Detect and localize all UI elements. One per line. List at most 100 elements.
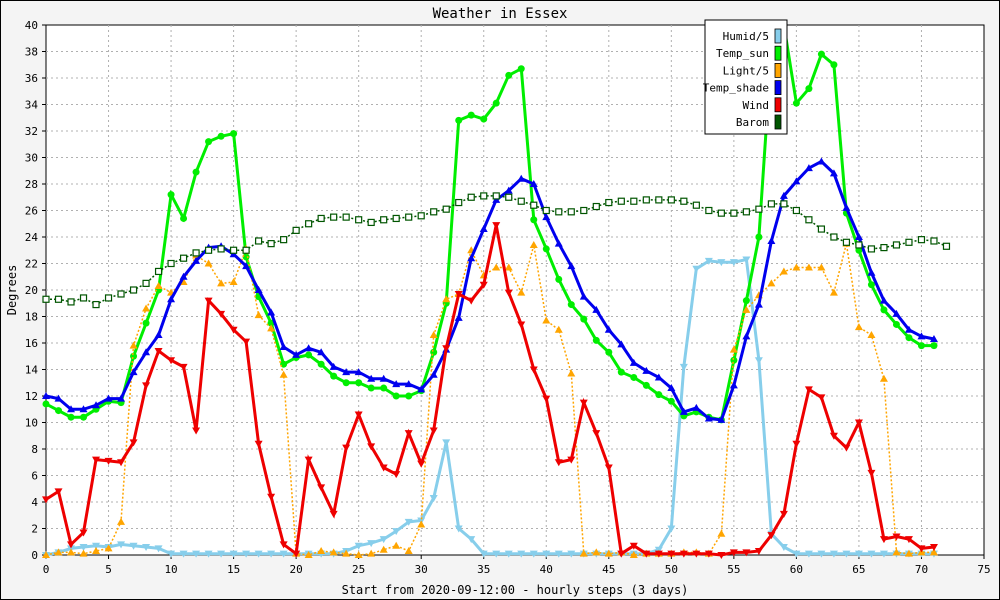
data-point-wind bbox=[342, 444, 351, 452]
data-point-wind bbox=[442, 345, 451, 353]
data-point-temp-shade bbox=[379, 374, 388, 382]
data-point-light-5 bbox=[829, 288, 838, 296]
data-point-barom bbox=[617, 197, 625, 205]
data-point-wind bbox=[754, 548, 763, 556]
data-point-temp-sun bbox=[55, 407, 63, 415]
data-point-humid-5 bbox=[804, 550, 813, 558]
data-point-temp-shade bbox=[779, 191, 788, 199]
data-point-wind bbox=[592, 430, 601, 438]
data-point-wind bbox=[817, 394, 826, 402]
data-point-temp-sun bbox=[905, 334, 913, 342]
data-point-light-5 bbox=[104, 544, 113, 552]
data-point-humid-5 bbox=[242, 550, 251, 558]
data-point-humid-5 bbox=[354, 542, 363, 550]
data-point-temp-sun bbox=[130, 352, 138, 360]
data-point-wind bbox=[892, 533, 901, 541]
data-point-humid-5 bbox=[367, 540, 376, 548]
data-point-temp-shade bbox=[754, 300, 763, 308]
data-point-light-5 bbox=[229, 278, 238, 286]
data-point-barom bbox=[817, 225, 826, 233]
data-point-barom bbox=[292, 226, 300, 234]
data-point-light-5 bbox=[329, 548, 338, 556]
data-point-wind bbox=[204, 297, 213, 305]
legend-label-temp-sun: Temp_sun bbox=[716, 47, 769, 60]
data-point-temp-shade bbox=[79, 405, 88, 413]
data-point-temp-sun bbox=[242, 253, 250, 261]
data-point-barom bbox=[555, 208, 563, 216]
data-point-temp-shade bbox=[892, 309, 901, 317]
data-point-barom bbox=[104, 294, 113, 302]
data-point-barom bbox=[255, 237, 263, 245]
x-tick-label: 70 bbox=[915, 563, 928, 576]
data-point-humid-5 bbox=[229, 550, 238, 558]
data-point-barom bbox=[680, 197, 688, 205]
data-point-wind bbox=[217, 310, 226, 318]
data-point-humid-5 bbox=[392, 528, 401, 536]
data-point-temp-shade bbox=[842, 203, 851, 211]
data-point-barom bbox=[280, 236, 288, 244]
series-line-light-5 bbox=[45, 243, 934, 556]
data-point-humid-5 bbox=[867, 550, 876, 558]
data-point-temp-sun bbox=[167, 191, 175, 199]
data-point-light-5 bbox=[817, 263, 826, 271]
data-point-light-5 bbox=[42, 551, 50, 558]
data-point-temp-sun bbox=[467, 111, 475, 119]
data-point-barom bbox=[780, 200, 788, 208]
data-point-humid-5 bbox=[879, 550, 888, 558]
data-point-barom bbox=[417, 212, 425, 220]
data-point-humid-5 bbox=[854, 550, 863, 558]
x-axis-label: Start from 2020-09-12:00 - hourly steps … bbox=[342, 583, 689, 597]
data-point-wind bbox=[267, 493, 276, 501]
data-point-humid-5 bbox=[504, 550, 513, 558]
grid bbox=[46, 25, 984, 555]
data-point-temp-shade bbox=[242, 262, 251, 270]
data-point-temp-sun bbox=[730, 356, 738, 364]
data-point-wind bbox=[117, 459, 126, 467]
data-point-light-5 bbox=[404, 547, 413, 555]
x-tick-label: 60 bbox=[790, 563, 803, 576]
data-point-humid-5 bbox=[479, 550, 488, 558]
data-point-temp-sun bbox=[567, 301, 575, 309]
data-point-temp-sun bbox=[867, 281, 875, 289]
data-point-humid-5 bbox=[529, 550, 538, 558]
data-point-temp-shade bbox=[792, 177, 801, 185]
data-point-temp-sun bbox=[217, 132, 225, 140]
data-point-temp-shade bbox=[129, 368, 138, 376]
data-point-wind bbox=[579, 399, 588, 407]
x-tick-label: 0 bbox=[43, 563, 50, 576]
y-tick-label: 4 bbox=[31, 496, 38, 509]
data-point-wind bbox=[642, 550, 651, 558]
data-point-wind bbox=[729, 549, 738, 557]
x-tick-label: 45 bbox=[602, 563, 615, 576]
y-tick-label: 38 bbox=[25, 46, 38, 59]
data-point-temp-shade bbox=[904, 325, 913, 333]
y-axis-label: Degrees bbox=[5, 265, 19, 316]
data-point-light-5 bbox=[429, 331, 438, 339]
data-point-temp-sun bbox=[392, 392, 400, 400]
data-point-light-5 bbox=[517, 288, 526, 296]
data-point-temp-shade bbox=[417, 385, 426, 393]
x-tick-label: 50 bbox=[665, 563, 678, 576]
data-point-humid-5 bbox=[154, 545, 163, 553]
data-point-humid-5 bbox=[842, 550, 851, 558]
data-point-temp-sun bbox=[342, 379, 350, 387]
data-point-wind bbox=[54, 488, 63, 496]
chart-title: Weather in Essex bbox=[433, 6, 568, 22]
data-point-temp-shade bbox=[304, 344, 313, 352]
y-tick-label: 6 bbox=[31, 470, 38, 483]
x-tick-label: 20 bbox=[290, 563, 303, 576]
data-point-barom bbox=[842, 238, 851, 246]
data-point-wind bbox=[667, 550, 676, 558]
data-point-temp-shade bbox=[117, 394, 126, 402]
data-point-temp-sun bbox=[792, 99, 800, 107]
legend: Humid/5 Temp_sun Light/5 Temp_shade Wind Baro… bbox=[703, 19, 788, 135]
data-point-temp-shade bbox=[467, 254, 476, 262]
data-point-light-5 bbox=[492, 263, 501, 271]
data-point-humid-5 bbox=[667, 525, 676, 533]
data-point-light-5 bbox=[67, 548, 76, 556]
data-point-barom bbox=[930, 237, 938, 245]
data-point-light-5 bbox=[554, 325, 563, 333]
data-point-light-5 bbox=[367, 549, 376, 557]
data-point-temp-shade bbox=[42, 392, 50, 399]
data-point-temp-sun bbox=[892, 320, 900, 328]
